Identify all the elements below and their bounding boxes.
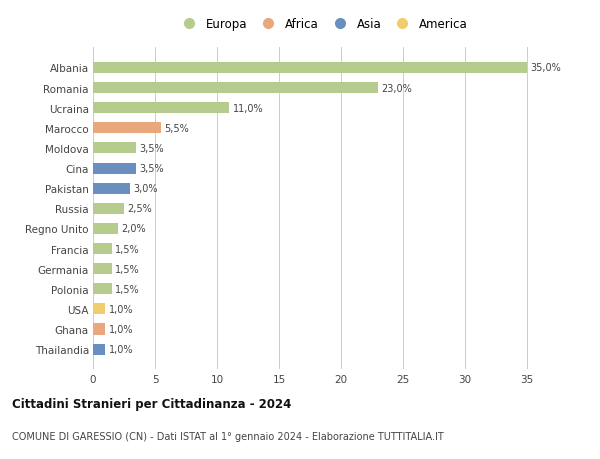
Text: 1,0%: 1,0% — [109, 325, 133, 334]
Text: 2,0%: 2,0% — [121, 224, 146, 234]
Text: 1,0%: 1,0% — [109, 304, 133, 314]
Text: 1,5%: 1,5% — [115, 244, 139, 254]
Text: 1,5%: 1,5% — [115, 284, 139, 294]
Bar — [93, 103, 229, 114]
Bar — [93, 63, 527, 74]
Legend: Europa, Africa, Asia, America: Europa, Africa, Asia, America — [175, 16, 470, 33]
Text: 2,5%: 2,5% — [127, 204, 152, 214]
Text: 3,0%: 3,0% — [133, 184, 158, 194]
Bar — [93, 143, 136, 154]
Bar — [93, 284, 112, 295]
Bar — [93, 224, 118, 235]
Text: 11,0%: 11,0% — [233, 103, 263, 113]
Bar — [93, 304, 106, 315]
Bar — [93, 243, 112, 255]
Text: 5,5%: 5,5% — [164, 123, 189, 134]
Text: 3,5%: 3,5% — [140, 164, 164, 174]
Bar — [93, 344, 106, 355]
Text: COMUNE DI GARESSIO (CN) - Dati ISTAT al 1° gennaio 2024 - Elaborazione TUTTITALI: COMUNE DI GARESSIO (CN) - Dati ISTAT al … — [12, 431, 444, 442]
Bar — [93, 203, 124, 214]
Bar — [93, 324, 106, 335]
Text: 23,0%: 23,0% — [382, 84, 412, 93]
Bar — [93, 163, 136, 174]
Text: 1,5%: 1,5% — [115, 264, 139, 274]
Text: Cittadini Stranieri per Cittadinanza - 2024: Cittadini Stranieri per Cittadinanza - 2… — [12, 397, 292, 410]
Bar — [93, 263, 112, 274]
Bar — [93, 83, 379, 94]
Bar — [93, 183, 130, 194]
Text: 35,0%: 35,0% — [530, 63, 561, 73]
Bar — [93, 123, 161, 134]
Text: 1,0%: 1,0% — [109, 344, 133, 354]
Text: 3,5%: 3,5% — [140, 144, 164, 154]
